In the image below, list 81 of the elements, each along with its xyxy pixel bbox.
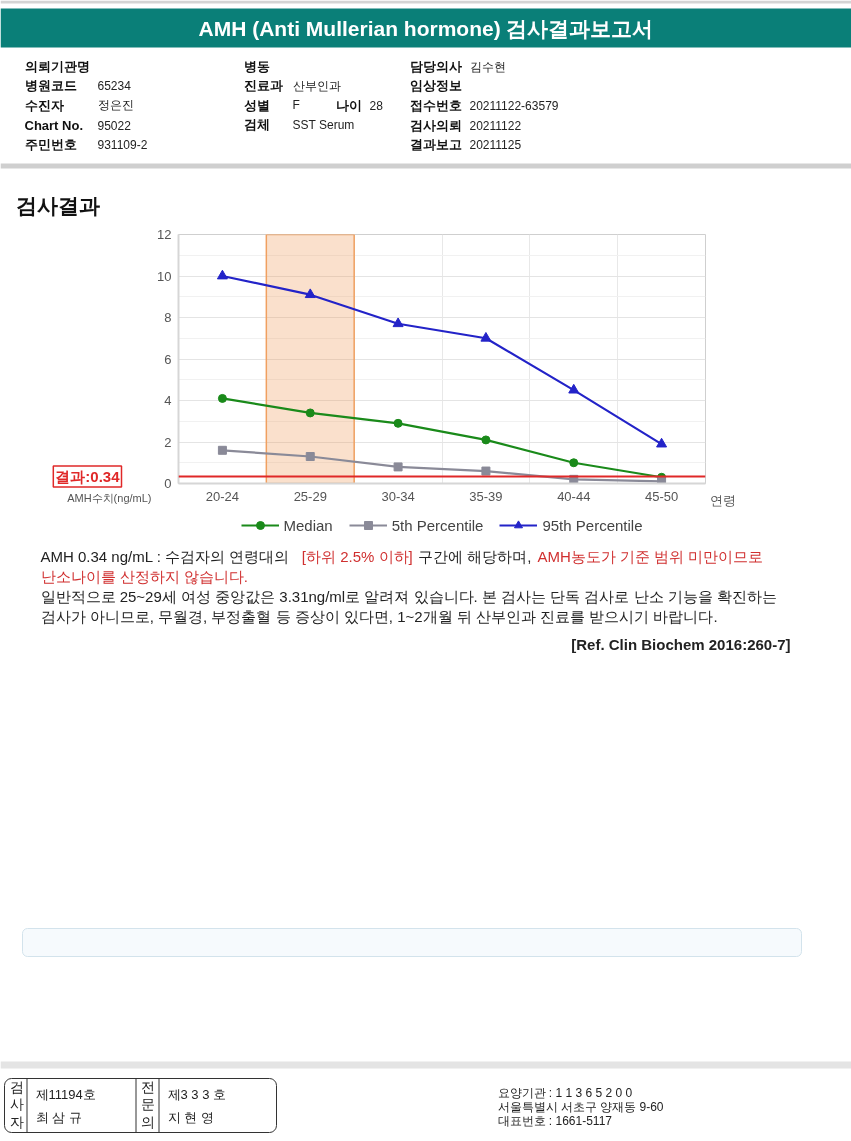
point [216, 269, 228, 280]
text: 검체 [243, 117, 270, 132]
text: 주민번호 [24, 137, 77, 152]
text: 김수현 [469, 59, 506, 74]
point [217, 393, 227, 403]
text: 수진자 [24, 97, 64, 113]
text: 20211125 [469, 138, 522, 152]
point [569, 458, 579, 468]
text: 65234 [97, 79, 132, 93]
text: [Ref. Clin Biochem 2016:260-7] [571, 636, 791, 653]
text: SST Serum [292, 117, 355, 132]
text: 성별 [243, 97, 270, 113]
x-tick-label: 20-24 [205, 488, 240, 504]
text: 임상정보 [409, 78, 462, 93]
legend-label: Median [283, 516, 333, 534]
y-axis-title: AMH수치(ng/mL) [67, 491, 152, 504]
text: 서울특별시 서초구 양재동 9-60 [497, 1099, 664, 1114]
text: 의뢰기관명 [24, 59, 90, 74]
x-tick-label: 30-34 [381, 488, 415, 504]
x-tick-label: 35-39 [469, 488, 503, 504]
y-tick-label: 8 [164, 310, 172, 325]
point [392, 317, 404, 328]
text: 구간에 해당하며, [418, 548, 532, 565]
chart-subtitle: 검사결과 [15, 194, 100, 217]
y-tick-label: 4 [164, 393, 172, 408]
point [217, 445, 227, 455]
x-axis-title: 연령 [709, 493, 736, 508]
text: AMH 0.34 ng/mL : 수검자의 연령대의 [40, 548, 290, 565]
text: 제3 3 3 호 [167, 1087, 227, 1102]
text: 931109-2 [97, 138, 148, 152]
text: 병동 [243, 59, 270, 74]
point [657, 476, 667, 484]
y-tick-label: 6 [164, 351, 172, 367]
text: 20211122-63579 [469, 98, 559, 113]
text: 요양기관 : 1 1 3 6 5 2 0 0 [497, 1085, 633, 1100]
y-tick-label: 12 [157, 227, 172, 242]
legend-label: 5th Percentile [391, 516, 484, 534]
chart-title: AMH (Anti Mullerian hormone) 검사결과보고서 [198, 17, 654, 40]
point [568, 383, 580, 394]
text: 일반적으로 25~29세 여성 중앙값은 3.31ng/ml로 알려져 있습니다. 본 검사는 단독 검사로 난소 기능을 확진하는 [40, 588, 777, 605]
text: 검사가 아니므로, 무월경, 부정출혈 등 증상이 있다면, 1~2개월 뒤 산부인과 진료를 받으시기 바랍니다. [40, 608, 718, 625]
point [481, 435, 491, 445]
point [393, 418, 403, 428]
text: 나이 [335, 97, 362, 113]
text: 담당의사 [409, 59, 462, 74]
text: 95022 [97, 119, 132, 133]
ref-line-label: 결과:0.34 [55, 467, 121, 485]
text: 20211122 [469, 119, 522, 133]
text: 정은진 [97, 98, 134, 112]
text: 결과보고 [409, 137, 462, 152]
point [480, 331, 492, 342]
text: 접수번호 [409, 97, 462, 113]
point [656, 437, 668, 448]
point [305, 408, 315, 418]
text: AMH농도가 기준 범위 미만이므로 [537, 548, 764, 565]
text: 산부인과 [292, 78, 341, 93]
text: 지 현 영 [167, 1110, 214, 1125]
text: Chart No. [24, 118, 83, 133]
text: 진료과 [243, 78, 283, 93]
text: F [292, 98, 300, 112]
text: 대표번호 : 1661-5117 [497, 1113, 613, 1128]
point [481, 466, 491, 476]
text: 제11194호 [35, 1087, 96, 1102]
y-tick-label: 0 [164, 476, 172, 491]
point [393, 462, 403, 472]
text: 최 삼 규 [35, 1110, 82, 1125]
point [304, 288, 316, 299]
text: 전문의 [140, 1078, 155, 1131]
text: 검사자 [9, 1078, 24, 1131]
x-tick-label: 40-44 [557, 488, 591, 504]
text: [하위 2.5% 이하] [301, 548, 413, 565]
x-tick-label: 45-50 [644, 488, 679, 504]
y-tick-label: 2 [164, 434, 172, 450]
x-tick-label: 25-29 [293, 488, 327, 504]
text: 검사의뢰 [409, 118, 462, 133]
y-tick-label: 10 [157, 268, 172, 284]
legend-label: 95th Percentile [542, 516, 643, 534]
text: 병원코드 [24, 78, 77, 93]
text: 28 [369, 98, 384, 113]
text: 난소나이를 산정하지 않습니다. [40, 568, 249, 585]
point [305, 452, 315, 462]
